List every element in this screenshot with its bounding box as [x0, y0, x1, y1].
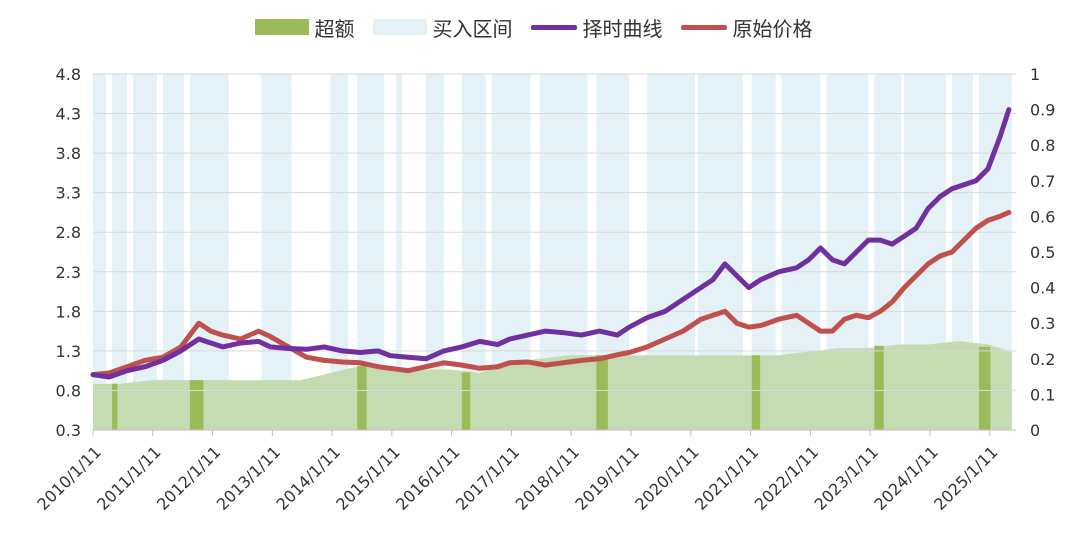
y-left-tick-label-5: 2.3	[56, 263, 81, 282]
x-tick-label-9: 2019/1/11	[571, 442, 642, 513]
excess-stripe-22	[978, 346, 991, 430]
y-left-tick-label-9: 0.3	[56, 421, 81, 440]
x-tick-label-10: 2020/1/11	[631, 442, 702, 513]
legend-label-price: 原始价格	[732, 16, 813, 41]
y-left-tick-label-6: 1.8	[56, 302, 81, 321]
series-line-timing	[90, 107, 1012, 380]
excess-stripe-4	[189, 380, 204, 430]
series-layer	[90, 107, 1012, 380]
excess-stripe-16	[751, 355, 761, 430]
x-tick-label-4: 2014/1/11	[273, 442, 344, 513]
y-right-tick-label-5: 0.5	[1030, 243, 1055, 262]
y-left-tick-label-3: 3.3	[56, 184, 81, 203]
x-tick-label-1: 2011/1/11	[93, 442, 164, 513]
x-tick-label-12: 2022/1/11	[751, 442, 822, 513]
excess-stripe-13	[596, 355, 608, 430]
excess-area-layer	[93, 341, 1012, 430]
x-tick-label-7: 2017/1/11	[452, 442, 523, 513]
x-tick-label-15: 2025/1/11	[930, 442, 1001, 513]
x-tick-label-5: 2015/1/11	[332, 442, 403, 513]
legend-item-excess: 超额	[254, 13, 355, 42]
legend-label-buy: 买入区间	[432, 16, 513, 41]
legend-swatch-excess	[254, 19, 309, 35]
y-left-tick-label-4: 2.8	[56, 223, 81, 242]
buy-interval-1	[112, 74, 128, 430]
y-right-tick-label-8: 0.2	[1030, 350, 1055, 369]
buy-interval-2	[133, 74, 157, 430]
y-left-tick-label-8: 0.8	[56, 381, 81, 400]
excess-stripe-19	[874, 345, 884, 430]
legend: 超额 买入区间 择时曲线 原始价格	[0, 12, 1077, 42]
excess-stripe-10	[461, 372, 471, 430]
y-left-tick-label-1: 4.3	[56, 105, 81, 124]
x-tick-label-14: 2024/1/11	[870, 442, 941, 513]
y-left-tick-label-7: 1.3	[56, 342, 81, 361]
y-right-tick-label-3: 0.7	[1030, 172, 1055, 191]
buy-interval-16	[751, 74, 776, 430]
y-right-tick-label-1: 0.9	[1030, 101, 1055, 120]
x-tick-label-6: 2016/1/11	[392, 442, 463, 513]
y-right-tick-label-10: 0	[1030, 421, 1040, 440]
legend-swatch-timing	[530, 24, 577, 30]
grid-layer	[93, 73, 1016, 431]
y-left-tick-label-2: 3.8	[56, 144, 81, 163]
x-tick-label-3: 2013/1/11	[213, 442, 284, 513]
y-right-tick-label-2: 0.8	[1030, 136, 1055, 155]
legend-swatch-buy	[372, 19, 427, 35]
y-right-tick-label-7: 0.3	[1030, 314, 1055, 333]
legend-label-excess: 超额	[314, 16, 355, 41]
legend-item-timing: 择时曲线	[530, 13, 663, 42]
buy-interval-4	[189, 74, 229, 430]
y-right-tick-label-4: 0.6	[1030, 207, 1055, 226]
x-tick-label-0: 2010/1/11	[33, 442, 104, 513]
legend-item-price: 原始价格	[680, 13, 813, 42]
excess-stripe-7	[357, 365, 367, 430]
excess-stripe-1	[112, 383, 118, 430]
series-line-price	[90, 209, 1012, 378]
buy-interval-9	[425, 74, 444, 430]
legend-swatch-price	[680, 24, 727, 30]
buy-interval-0	[93, 74, 107, 430]
buy-interval-8	[396, 74, 403, 430]
excess-area	[93, 341, 1012, 430]
legend-label-timing: 择时曲线	[582, 16, 663, 41]
x-tick-label-2: 2012/1/11	[153, 442, 224, 513]
buy-interval-21	[952, 74, 973, 430]
x-tick-label-8: 2018/1/11	[512, 442, 583, 513]
y-right-tick-label-0: 1	[1030, 65, 1040, 84]
buy-interval-5	[261, 74, 292, 430]
x-tick-label-11: 2021/1/11	[691, 442, 762, 513]
buy-interval-3	[162, 74, 184, 430]
y-left-tick-label-0: 4.8	[56, 65, 81, 84]
legend-item-buy: 买入区间	[372, 13, 513, 42]
x-tick-label-13: 2023/1/11	[811, 442, 882, 513]
buy-interval-6	[330, 74, 349, 430]
y-right-tick-label-9: 0.1	[1030, 385, 1055, 404]
y-right-tick-label-6: 0.4	[1030, 279, 1055, 298]
